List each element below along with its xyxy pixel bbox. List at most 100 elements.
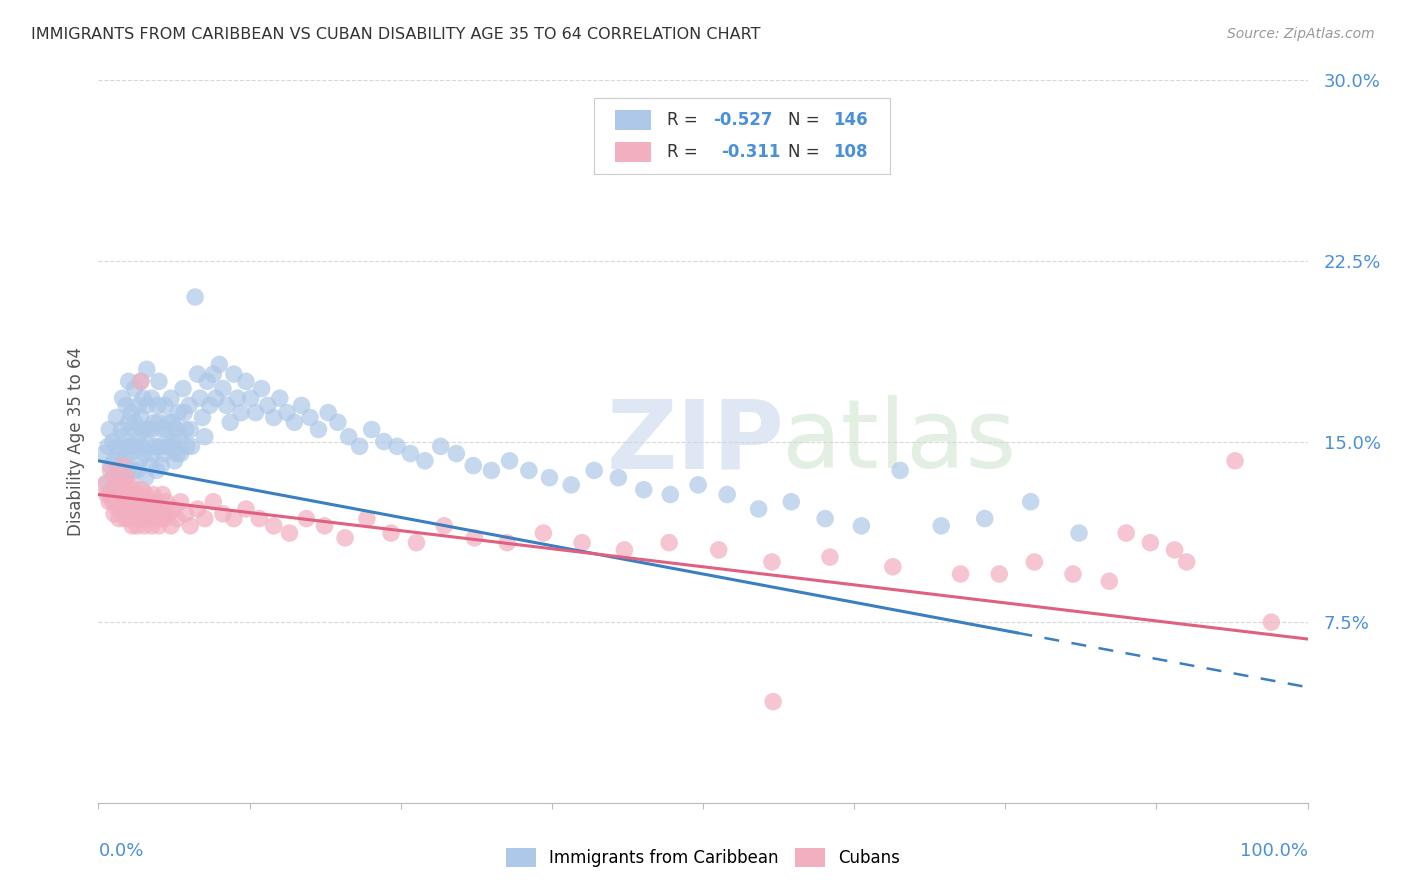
- Point: [173, 406, 195, 420]
- Text: 0.0%: 0.0%: [98, 842, 143, 860]
- Point: [115, 439, 138, 453]
- Point: [131, 483, 153, 497]
- Point: [118, 478, 141, 492]
- Point: [141, 518, 163, 533]
- Point: [204, 391, 226, 405]
- Point: [107, 502, 129, 516]
- Point: [139, 458, 162, 473]
- Point: [571, 535, 593, 549]
- Point: [1260, 615, 1282, 630]
- Point: [250, 382, 273, 396]
- Point: [105, 487, 128, 501]
- Point: [278, 526, 301, 541]
- Point: [132, 494, 155, 508]
- Point: [108, 446, 131, 460]
- Point: [202, 494, 225, 508]
- FancyBboxPatch shape: [614, 110, 651, 130]
- Text: IMMIGRANTS FROM CARIBBEAN VS CUBAN DISABILITY AGE 35 TO 64 CORRELATION CHART: IMMIGRANTS FROM CARIBBEAN VS CUBAN DISAB…: [31, 27, 761, 42]
- Point: [132, 391, 155, 405]
- Point: [141, 422, 163, 436]
- Point: [1024, 555, 1046, 569]
- Point: [148, 518, 170, 533]
- Point: [748, 502, 770, 516]
- Point: [761, 555, 783, 569]
- Point: [129, 410, 152, 425]
- Point: [108, 487, 131, 501]
- Point: [105, 439, 128, 453]
- Point: [215, 398, 238, 412]
- Point: [115, 487, 138, 501]
- Point: [122, 483, 145, 497]
- Point: [152, 446, 174, 460]
- Point: [118, 374, 141, 388]
- Point: [169, 430, 191, 444]
- Point: [117, 502, 139, 516]
- Point: [463, 458, 485, 473]
- Point: [135, 502, 157, 516]
- Point: [187, 502, 209, 516]
- Point: [153, 398, 176, 412]
- Point: [120, 439, 142, 453]
- Point: [929, 518, 952, 533]
- Point: [498, 454, 520, 468]
- Point: [349, 439, 371, 453]
- Text: 108: 108: [834, 143, 868, 161]
- Point: [157, 507, 180, 521]
- Point: [100, 463, 122, 477]
- Point: [973, 511, 995, 525]
- Point: [179, 422, 201, 436]
- Point: [179, 398, 201, 412]
- Point: [128, 511, 150, 525]
- Point: [169, 446, 191, 460]
- Point: [142, 446, 165, 460]
- Point: [659, 487, 682, 501]
- Point: [98, 422, 121, 436]
- Point: [385, 439, 408, 453]
- Point: [155, 494, 177, 508]
- Point: [125, 507, 148, 521]
- Point: [128, 454, 150, 468]
- Point: [93, 478, 115, 492]
- Point: [121, 507, 143, 521]
- Point: [124, 494, 146, 508]
- Point: [263, 518, 285, 533]
- Point: [135, 487, 157, 501]
- Point: [191, 410, 214, 425]
- Point: [103, 507, 125, 521]
- Point: [235, 502, 257, 516]
- Point: [814, 511, 837, 525]
- Point: [245, 406, 267, 420]
- Point: [134, 507, 156, 521]
- Point: [380, 526, 402, 541]
- Point: [496, 535, 519, 549]
- Point: [1175, 555, 1198, 569]
- Point: [138, 494, 160, 508]
- Point: [1062, 567, 1084, 582]
- Point: [167, 406, 190, 420]
- Point: [150, 458, 173, 473]
- Point: [118, 415, 141, 429]
- Text: ZIP: ZIP: [606, 395, 785, 488]
- Point: [762, 695, 785, 709]
- Point: [1115, 526, 1137, 541]
- Point: [127, 398, 149, 412]
- Point: [269, 391, 291, 405]
- Point: [97, 439, 120, 453]
- Point: [166, 446, 188, 460]
- Point: [111, 430, 134, 444]
- Point: [155, 422, 177, 436]
- Point: [111, 391, 134, 405]
- Point: [107, 463, 129, 477]
- Point: [139, 507, 162, 521]
- Point: [152, 487, 174, 501]
- Point: [124, 415, 146, 429]
- Point: [399, 446, 422, 460]
- Point: [159, 439, 181, 453]
- Point: [93, 446, 115, 460]
- Point: [299, 410, 322, 425]
- Point: [160, 391, 183, 405]
- Point: [169, 494, 191, 508]
- Point: [101, 434, 124, 449]
- Point: [148, 415, 170, 429]
- Point: [152, 502, 174, 516]
